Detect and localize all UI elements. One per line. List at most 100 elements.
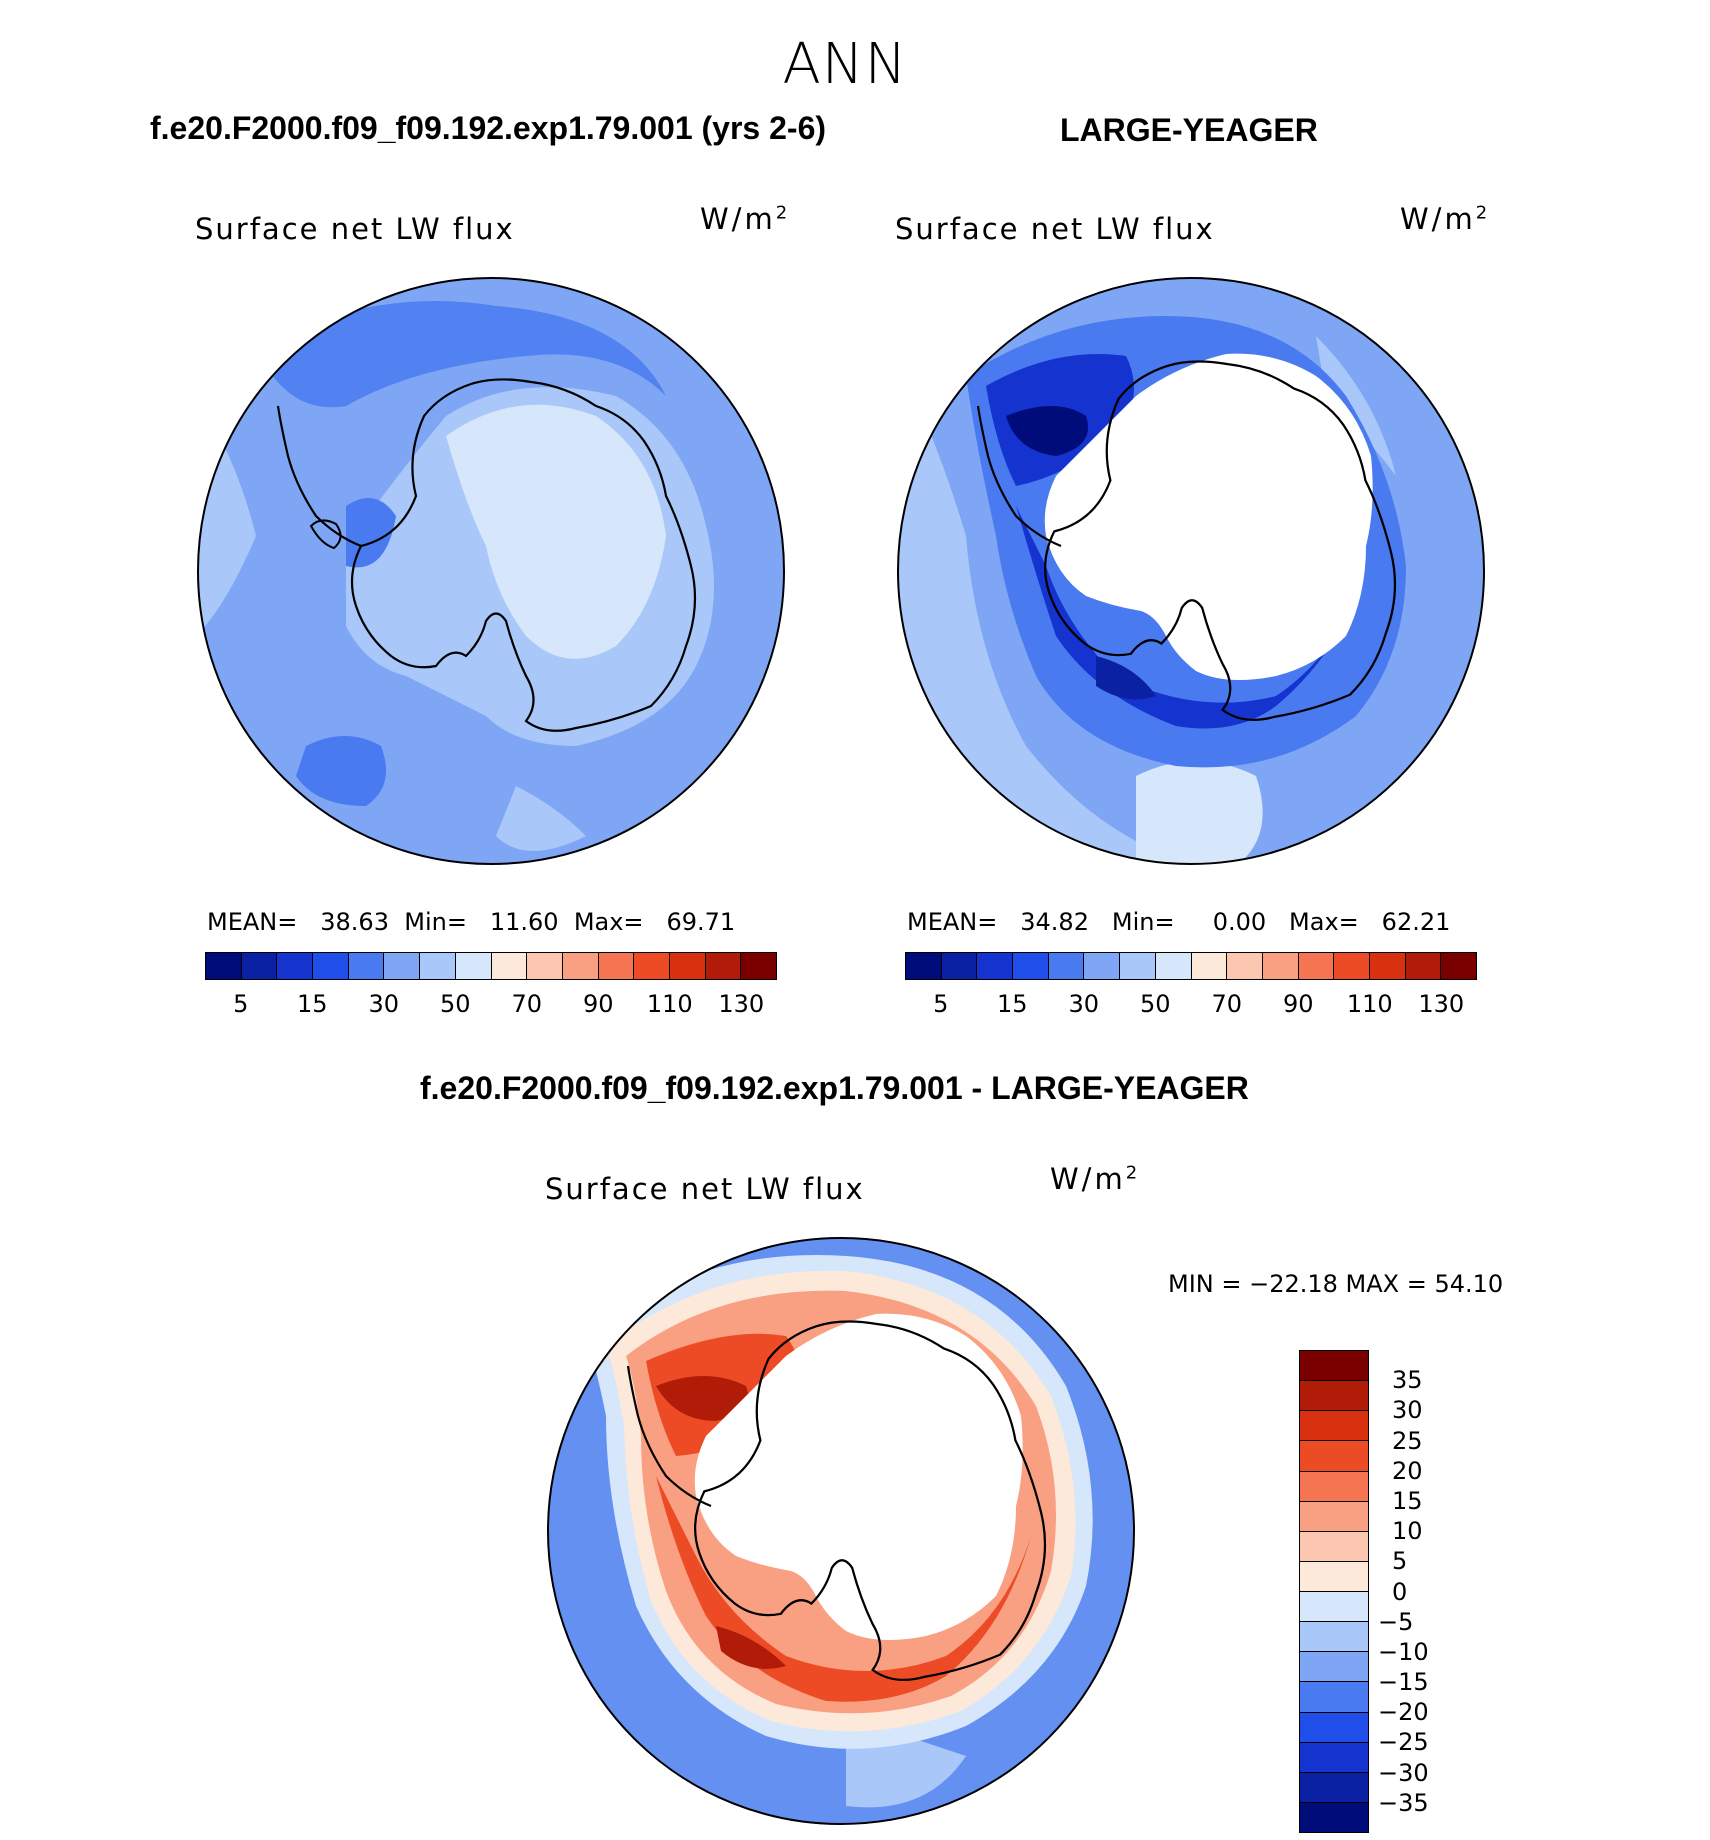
diff-colorbar-tick-label: −20 [1378, 1698, 1429, 1727]
diff-colorbar-swatch [1300, 1441, 1368, 1472]
control-colorbar-tick-label: 5 [933, 990, 949, 1018]
test-colorbar-swatch [527, 953, 563, 979]
control-stats: MEAN= 34.82 Min= 0.00 Max= 62.21 [907, 908, 1451, 936]
test-colorbar-swatch [455, 953, 492, 979]
test-colorbar-tick-label: 5 [233, 990, 249, 1018]
test-polar-map [197, 277, 785, 865]
test-colorbar-tick-label: 70 [511, 990, 543, 1018]
diff-colorbar-tick-label: −30 [1378, 1758, 1429, 1787]
test-colorbar-swatch [598, 953, 635, 979]
diff-units: W/m2 [1050, 1162, 1141, 1196]
control-colorbar-tick-label: 30 [1068, 990, 1100, 1018]
control-colorbar [905, 952, 1477, 980]
diff-colorbar-swatch [1300, 1471, 1368, 1502]
control-colorbar-swatch [1298, 953, 1335, 979]
diff-colorbar-tick-label: 30 [1392, 1396, 1423, 1425]
test-stats: MEAN= 38.63 Min= 11.60 Max= 69.71 [207, 908, 736, 936]
control-colorbar-swatch [1013, 953, 1049, 979]
test-colorbar-ticks: 5 15 30 50 70 90 110 130 [205, 990, 777, 1020]
diff-colorbar [1299, 1350, 1369, 1833]
control-colorbar-swatch [1441, 953, 1476, 979]
diff-colorbar-swatch [1300, 1772, 1368, 1803]
test-colorbar-swatch [741, 953, 776, 979]
control-polar-map [897, 277, 1485, 865]
test-variable-label: Surface net LW flux [195, 212, 515, 246]
diff-colorbar-swatch [1300, 1742, 1368, 1773]
diff-colorbar-tick-label: 15 [1392, 1486, 1423, 1515]
control-colorbar-swatch [1262, 953, 1299, 979]
diff-colorbar-tick-label: −15 [1378, 1668, 1429, 1697]
control-colorbar-tick-label: 70 [1211, 990, 1243, 1018]
test-colorbar-tick-label: 30 [368, 990, 400, 1018]
test-colorbar [205, 952, 777, 980]
diff-colorbar-swatch [1300, 1561, 1368, 1592]
test-colorbar-swatch [313, 953, 349, 979]
test-colorbar-swatch [562, 953, 599, 979]
diff-colorbar-swatch [1300, 1712, 1368, 1743]
diff-colorbar-swatch [1300, 1351, 1368, 1382]
test-case-title: f.e20.F2000.f09_f09.192.exp1.79.001 (yrs… [150, 110, 827, 146]
diff-colorbar-swatch [1300, 1592, 1368, 1623]
control-colorbar-swatch [1191, 953, 1228, 979]
control-variable-label: Surface net LW flux [895, 212, 1215, 246]
control-colorbar-swatch [1405, 953, 1442, 979]
diff-colorbar-tick-label: −10 [1378, 1637, 1429, 1666]
control-colorbar-swatch [977, 953, 1014, 979]
control-colorbar-swatch [1227, 953, 1263, 979]
diff-colorbar-tick-label: 25 [1392, 1426, 1423, 1455]
diff-colorbar-swatch [1300, 1531, 1368, 1562]
diff-colorbar-tick-label: 0 [1392, 1577, 1408, 1606]
control-colorbar-tick-label: 110 [1346, 990, 1393, 1018]
diff-colorbar-swatch [1300, 1622, 1368, 1653]
diff-colorbar-tick-label: −25 [1378, 1728, 1429, 1757]
diff-colorbar-tick-label: −35 [1378, 1788, 1429, 1817]
test-colorbar-swatch [348, 953, 385, 979]
diff-colorbar-tick-label: 20 [1392, 1456, 1423, 1485]
diff-colorbar-tick-label: −5 [1378, 1607, 1414, 1636]
diff-case-title: f.e20.F2000.f09_f09.192.exp1.79.001 - LA… [420, 1070, 1249, 1106]
diff-colorbar-swatch [1300, 1802, 1368, 1832]
control-colorbar-tick-label: 90 [1282, 990, 1314, 1018]
test-colorbar-swatch [420, 953, 456, 979]
test-colorbar-tick-label: 90 [582, 990, 614, 1018]
control-colorbar-swatch [1048, 953, 1085, 979]
diff-colorbar-ticks: 35 30 25 20 15 10 5 0 −5 −10 −15 −20 −25 −30 −35 [1378, 1350, 1458, 1833]
diff-colorbar-swatch [1300, 1411, 1368, 1442]
diff-polar-map [547, 1237, 1135, 1825]
test-colorbar-swatch [491, 953, 528, 979]
test-colorbar-swatch [384, 953, 421, 979]
test-colorbar-tick-label: 130 [718, 990, 765, 1018]
test-colorbar-tick-label: 110 [646, 990, 693, 1018]
diff-colorbar-tick-label: 10 [1392, 1517, 1423, 1546]
diff-colorbar-swatch [1300, 1652, 1368, 1683]
diff-colorbar-swatch [1300, 1501, 1368, 1532]
diff-variable-label: Surface net LW flux [545, 1172, 865, 1206]
control-colorbar-swatch [1369, 953, 1406, 979]
control-units: W/m2 [1400, 202, 1491, 236]
control-colorbar-ticks: 5 15 30 50 70 90 110 130 [905, 990, 1477, 1020]
diff-colorbar-swatch [1300, 1381, 1368, 1412]
test-colorbar-swatch [669, 953, 706, 979]
season-title: ANN [782, 32, 908, 97]
test-colorbar-tick-label: 15 [296, 990, 328, 1018]
control-colorbar-tick-label: 130 [1418, 990, 1465, 1018]
test-colorbar-swatch [241, 953, 278, 979]
test-colorbar-swatch [634, 953, 670, 979]
control-colorbar-swatch [1084, 953, 1121, 979]
control-colorbar-tick-label: 50 [1139, 990, 1171, 1018]
diff-minmax: MIN = −22.18 MAX = 54.10 [1168, 1270, 1504, 1298]
control-colorbar-tick-label: 15 [996, 990, 1028, 1018]
control-colorbar-swatch [1334, 953, 1370, 979]
test-colorbar-swatch [705, 953, 742, 979]
control-case-title: LARGE-YEAGER [1060, 112, 1318, 148]
control-colorbar-swatch [1155, 953, 1192, 979]
test-units: W/m2 [700, 202, 791, 236]
control-colorbar-swatch [941, 953, 978, 979]
control-colorbar-swatch [1120, 953, 1156, 979]
diff-colorbar-swatch [1300, 1682, 1368, 1713]
diff-colorbar-tick-label: 5 [1392, 1547, 1408, 1576]
test-colorbar-swatch [277, 953, 314, 979]
test-colorbar-tick-label: 50 [439, 990, 471, 1018]
control-colorbar-swatch [906, 953, 942, 979]
diff-colorbar-tick-label: 35 [1392, 1366, 1423, 1395]
